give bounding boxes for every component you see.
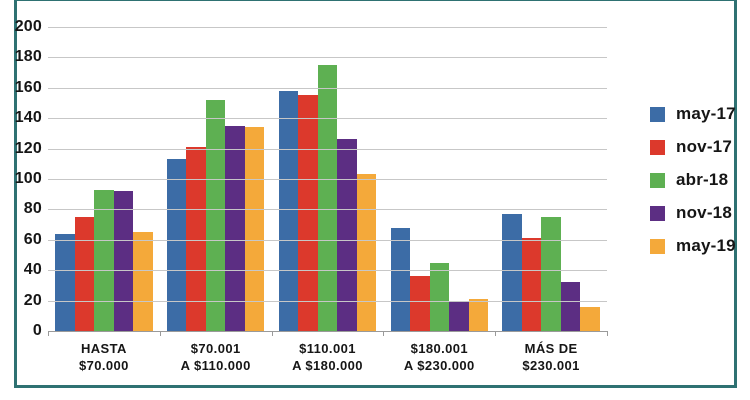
bar-may-19-cat1 [133, 232, 153, 331]
bar-nov-18-cat2 [225, 125, 245, 331]
x-axis-tick [383, 331, 385, 336]
legend-label-nov-17: nov-17 [676, 137, 732, 156]
legend: may-17 nov-17 abr-18 nov-18 may-19 [650, 104, 736, 269]
x-axis-labels: HASTA $70.000 $70.001 A $110.000 $110.001 … [48, 341, 607, 375]
bar-may-17-cat3 [278, 90, 299, 331]
x-axis-tick [271, 331, 273, 336]
gridline-80 [48, 209, 607, 211]
bar-abr-18-cat4 [429, 262, 450, 331]
x-axis-tick [607, 331, 608, 336]
legend-item-nov-18: nov-18 [650, 203, 736, 223]
legend-item-may-17: may-17 [650, 104, 736, 124]
bar-group-2 [160, 27, 272, 331]
plot-area [48, 27, 608, 336]
x-category-label-4: $180.001 A $230.000 [403, 341, 475, 373]
gridline-60 [48, 239, 607, 241]
bar-may-17-cat2 [166, 159, 187, 331]
legend-label-nov-18: nov-18 [676, 203, 732, 222]
y-axis-labels: 200 180 160 140 120 100 80 60 40 20 0 [0, 18, 42, 339]
y-tick-label-60: 60 [23, 230, 42, 248]
bar-may-17-cat4 [390, 227, 411, 331]
legend-item-abr-18: abr-18 [650, 170, 736, 190]
bar-abr-18-cat2 [205, 99, 226, 331]
bar-may-17-cat5 [502, 213, 522, 331]
legend-swatch-may-17 [650, 106, 665, 122]
x-category-label-1: HASTA $70.000 [79, 341, 129, 373]
y-tick-label-180: 180 [14, 48, 42, 66]
bar-nov-17-cat5 [521, 238, 542, 331]
gridline-160 [48, 87, 607, 89]
y-tick-label-120: 120 [14, 139, 42, 157]
legend-item-nov-17: nov-17 [650, 137, 736, 157]
legend-swatch-nov-17 [650, 139, 665, 155]
gridline-40 [48, 270, 607, 272]
gridline-100 [48, 179, 607, 180]
x-axis-tick [159, 331, 161, 336]
x-category-label-5: MÁS DE $230.001 [522, 341, 580, 373]
y-tick-label-140: 140 [14, 109, 42, 127]
bar-groups [48, 27, 607, 331]
bar-abr-18-cat3 [317, 65, 338, 331]
gridline-180 [48, 57, 607, 59]
bar-nov-18-cat4 [449, 302, 469, 331]
bar-nov-18-cat3 [337, 139, 357, 331]
bar-nov-18-cat5 [560, 282, 581, 331]
y-tick-label-40: 40 [23, 261, 42, 279]
bar-group-4 [383, 27, 495, 331]
bar-nov-17-cat4 [410, 276, 430, 331]
legend-swatch-abr-18 [650, 172, 665, 188]
x-category-label-2: $70.001 A $110.000 [180, 341, 251, 373]
x-axis-tick [495, 331, 497, 336]
gridline-0 [48, 331, 607, 332]
y-tick-label-200: 200 [14, 18, 42, 35]
bar-abr-18-cat5 [541, 217, 561, 331]
legend-label-may-19: may-19 [676, 236, 736, 255]
bar-group-5 [495, 27, 607, 331]
y-tick-label-80: 80 [23, 200, 42, 218]
bar-may-19-cat5 [580, 306, 600, 331]
legend-swatch-may-19 [650, 238, 665, 254]
bar-nov-18-cat1 [113, 191, 134, 331]
bar-may-19-cat2 [244, 127, 265, 331]
y-tick-label-160: 160 [14, 78, 42, 96]
x-category-label-3: $110.001 A $180.000 [292, 341, 363, 373]
bar-group-1 [48, 27, 160, 331]
gridline-120 [48, 148, 607, 150]
y-tick-label-20: 20 [23, 291, 42, 309]
bar-may-19-cat3 [356, 174, 377, 331]
bar-may-19-cat4 [468, 299, 489, 331]
x-axis-tick [48, 331, 49, 336]
gridline-140 [48, 118, 607, 120]
y-tick-label-100: 100 [14, 170, 42, 187]
legend-swatch-nov-18 [650, 205, 665, 221]
bar-nov-17-cat2 [186, 147, 206, 331]
bar-abr-18-cat1 [94, 189, 114, 331]
bar-nov-17-cat3 [298, 95, 318, 331]
gridline-200 [48, 27, 607, 28]
legend-label-abr-18: abr-18 [676, 170, 729, 189]
bar-nov-17-cat1 [74, 217, 95, 331]
gridline-20 [48, 300, 607, 302]
legend-item-may-19: may-19 [650, 236, 736, 256]
bar-may-17-cat1 [55, 233, 75, 331]
y-tick-label-0: 0 [32, 322, 42, 339]
legend-label-may-17: may-17 [676, 104, 736, 123]
bar-group-3 [272, 27, 384, 331]
